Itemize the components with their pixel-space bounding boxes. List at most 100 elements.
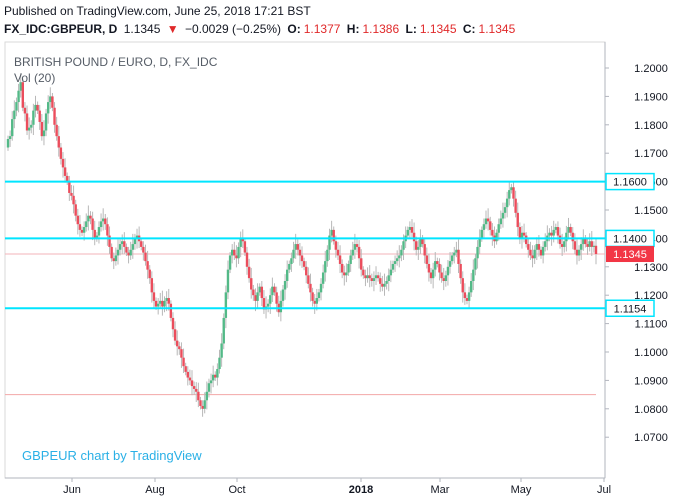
x-tick-label: Oct [228, 484, 245, 496]
close-label: C: [462, 22, 476, 36]
candle-body [290, 258, 293, 264]
candle-body [389, 269, 393, 276]
candle-body [537, 244, 541, 250]
candle-body [271, 286, 274, 296]
candle-body [541, 246, 545, 256]
symbol-label[interactable]: FX_IDC:GBPEUR, D [4, 22, 118, 36]
candle-body [190, 380, 194, 387]
candle-body [383, 283, 386, 287]
candle-body [336, 249, 340, 256]
candle-body [207, 383, 211, 392]
candle-body [93, 229, 96, 239]
candle-body [121, 241, 124, 245]
low-value: 1.1345 [419, 22, 457, 36]
candle-body [408, 227, 412, 230]
candle-body [510, 187, 513, 191]
candle-body [461, 278, 464, 293]
candle-body [393, 261, 397, 264]
candle-body [17, 90, 20, 103]
chart-title: BRITISH POUND / EURO, D, FX_IDC [14, 55, 218, 69]
candle-body [501, 212, 505, 219]
candle-body [15, 102, 18, 111]
candle-body [150, 278, 154, 293]
candle-body [516, 212, 519, 228]
candle-body [317, 292, 321, 299]
candle-body [250, 278, 253, 290]
candle-body [340, 263, 344, 273]
candle-body [36, 104, 39, 111]
published-line: Published on TradingView.com, June 25, 2… [4, 4, 311, 18]
candle-body [156, 303, 160, 307]
candle-body [311, 292, 314, 301]
y-tick-label: 1.2000 [634, 63, 668, 75]
volume-indicator-label[interactable]: Vol (20) [14, 71, 56, 85]
level-label: 1.1154 [614, 303, 647, 315]
candle-body [474, 258, 477, 270]
y-tick-label: 1.0900 [634, 375, 668, 387]
candle-body [112, 258, 115, 262]
y-tick-label: 1.1500 [634, 205, 668, 217]
candle-body [46, 102, 50, 114]
candle-body [167, 298, 170, 304]
candle-body [400, 249, 403, 256]
candle-body [55, 124, 58, 137]
candle-body [114, 255, 118, 262]
candle-body [584, 238, 587, 245]
candle-body [283, 281, 287, 290]
candle-body [442, 278, 445, 281]
candle-body [518, 227, 522, 239]
candle-body [579, 244, 583, 250]
candle-body [421, 238, 424, 245]
candle-body [154, 300, 158, 307]
candle-body [429, 272, 433, 279]
candle-body [78, 224, 82, 230]
candle-body [573, 241, 577, 250]
candle-body [235, 255, 238, 259]
candle-body [459, 263, 462, 279]
candle-body [385, 281, 388, 284]
candle-body [131, 244, 134, 250]
candle-body [381, 283, 384, 287]
candle-body [220, 343, 223, 358]
x-tick-label: 2018 [349, 484, 373, 496]
x-tick-label: Jul [597, 484, 611, 496]
candle-body [182, 357, 185, 367]
candle-body [38, 110, 41, 122]
candle-body [6, 139, 10, 148]
candle-body [302, 261, 306, 267]
candle-body [520, 232, 524, 239]
candle-body [446, 266, 450, 276]
candle-body [353, 244, 357, 250]
candle-body [438, 263, 441, 273]
candle-body [85, 221, 88, 228]
candle-body [195, 388, 198, 392]
candle-body [482, 224, 486, 230]
candle-body [357, 246, 361, 259]
candle-body [294, 244, 297, 250]
candle-body [489, 221, 492, 230]
x-tick-label: Mar [431, 484, 450, 496]
x-tick-label: Aug [145, 484, 165, 496]
candle-body [343, 272, 346, 276]
candle-body [99, 221, 103, 228]
candle-body [19, 82, 22, 91]
candle-body [402, 241, 405, 250]
candle-body [192, 386, 196, 389]
candle-body [558, 235, 562, 245]
candle-body [582, 238, 585, 245]
level-label: 1.1400 [613, 233, 647, 245]
candle-body [560, 244, 564, 247]
candle-body [197, 391, 200, 401]
y-tick-label: 1.0700 [634, 432, 668, 444]
candle-body [275, 292, 278, 304]
candle-body [539, 249, 543, 256]
tradingview-branding[interactable]: GBPEUR chart by TradingView [22, 448, 202, 463]
candle-body [27, 127, 31, 131]
candle-body [34, 104, 37, 111]
candle-body [590, 241, 593, 247]
candle-body [91, 218, 94, 230]
last-price-label: 1.1345 [613, 249, 647, 261]
y-tick-label: 1.0800 [634, 404, 668, 416]
candle-body [239, 238, 242, 247]
